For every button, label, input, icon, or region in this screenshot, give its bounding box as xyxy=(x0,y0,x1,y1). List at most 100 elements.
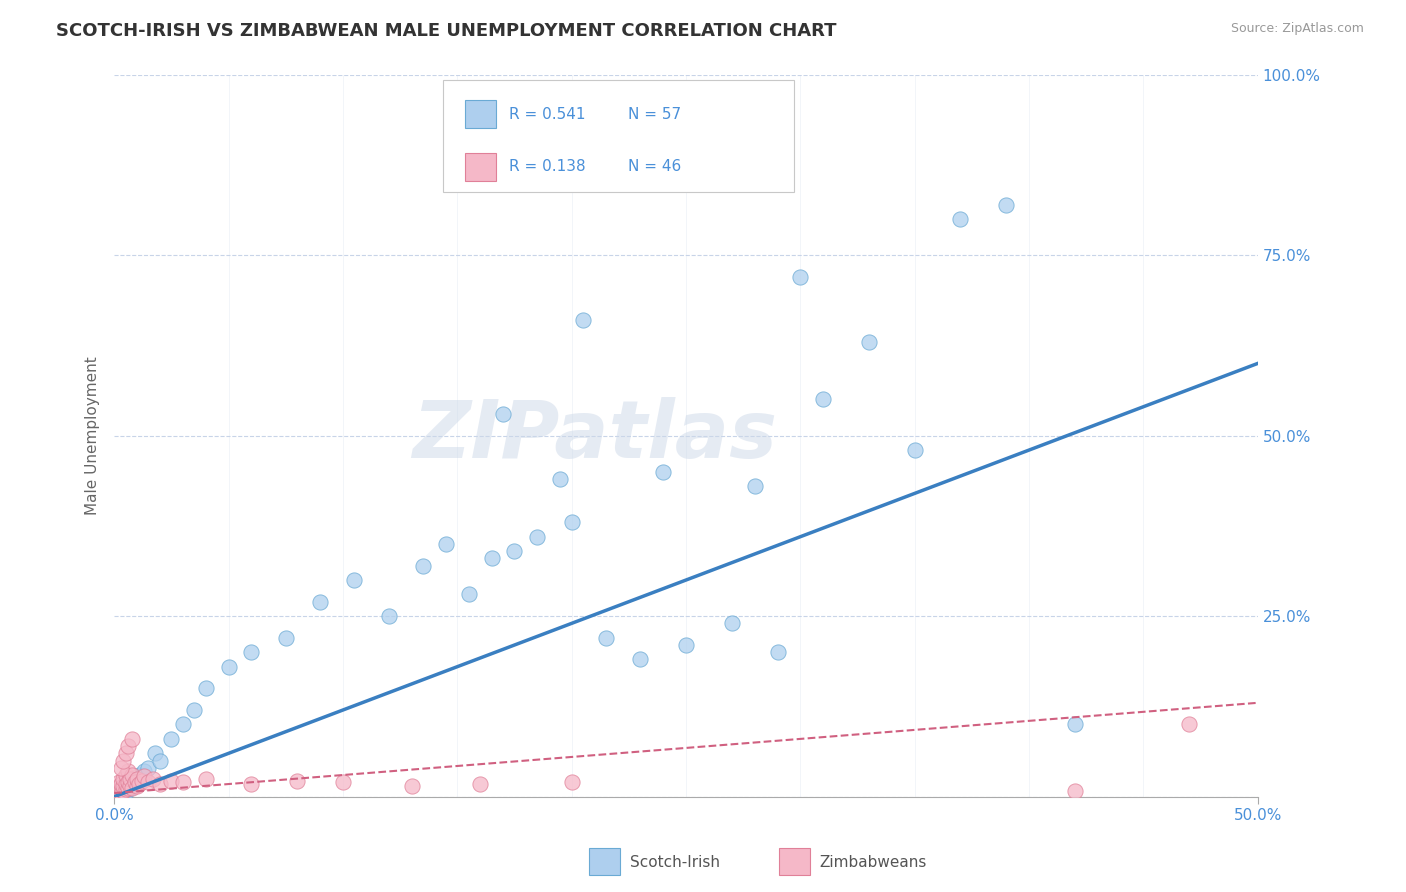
Text: SCOTCH-IRISH VS ZIMBABWEAN MALE UNEMPLOYMENT CORRELATION CHART: SCOTCH-IRISH VS ZIMBABWEAN MALE UNEMPLOY… xyxy=(56,22,837,40)
Point xyxy=(274,631,297,645)
Point xyxy=(1178,717,1201,731)
Point xyxy=(470,777,492,791)
Point xyxy=(117,775,139,789)
Text: Scotch-Irish: Scotch-Irish xyxy=(630,855,720,870)
Point xyxy=(149,777,172,791)
Point xyxy=(121,731,143,746)
Point xyxy=(1063,717,1085,731)
Point xyxy=(125,772,148,786)
Point xyxy=(112,779,135,793)
Point xyxy=(160,731,183,746)
Point xyxy=(121,779,143,793)
Point xyxy=(183,703,205,717)
Point xyxy=(107,784,129,798)
Point xyxy=(114,784,136,798)
Point xyxy=(132,764,155,779)
Point xyxy=(285,773,308,788)
Point xyxy=(114,777,136,791)
Point xyxy=(128,768,150,782)
Point xyxy=(110,780,132,795)
Point xyxy=(548,472,571,486)
Point xyxy=(112,772,135,786)
Point xyxy=(149,754,172,768)
Point xyxy=(492,407,515,421)
Point xyxy=(120,780,142,795)
Point xyxy=(720,616,742,631)
Text: R = 0.541: R = 0.541 xyxy=(509,107,585,121)
Point xyxy=(131,769,153,783)
Point xyxy=(434,537,457,551)
Point xyxy=(343,573,366,587)
Point xyxy=(131,773,153,788)
Point xyxy=(194,772,217,786)
Point xyxy=(125,779,148,793)
Point xyxy=(172,717,194,731)
Point xyxy=(112,784,135,798)
Point xyxy=(128,777,150,791)
Point xyxy=(766,645,789,659)
Point xyxy=(121,773,143,788)
Point xyxy=(561,515,583,529)
Point xyxy=(194,681,217,696)
Point xyxy=(117,775,139,789)
Point xyxy=(124,775,146,789)
Point xyxy=(675,638,697,652)
Point xyxy=(142,772,165,786)
Point xyxy=(110,780,132,795)
Point xyxy=(112,784,135,798)
Point xyxy=(595,631,617,645)
Point xyxy=(401,779,423,793)
Point xyxy=(114,782,136,797)
Point xyxy=(110,786,132,800)
Point xyxy=(160,773,183,788)
Point xyxy=(172,775,194,789)
Point xyxy=(457,587,479,601)
Point xyxy=(561,775,583,789)
Point xyxy=(240,777,263,791)
Point xyxy=(412,558,434,573)
Point xyxy=(138,775,160,789)
Point xyxy=(1063,784,1085,798)
Point xyxy=(813,392,835,407)
Point xyxy=(112,754,135,768)
Point xyxy=(107,779,129,793)
Point xyxy=(332,775,354,789)
Point xyxy=(114,747,136,761)
Point xyxy=(117,782,139,797)
Text: Source: ZipAtlas.com: Source: ZipAtlas.com xyxy=(1230,22,1364,36)
Point xyxy=(789,269,811,284)
Text: Zimbabweans: Zimbabweans xyxy=(820,855,927,870)
Point xyxy=(132,769,155,783)
Y-axis label: Male Unemployment: Male Unemployment xyxy=(86,356,100,515)
Point xyxy=(125,772,148,786)
Point xyxy=(138,761,160,775)
Point xyxy=(218,659,240,673)
Point xyxy=(117,780,139,795)
Point xyxy=(107,784,129,798)
Point xyxy=(121,768,143,782)
Point xyxy=(110,761,132,775)
Point xyxy=(377,609,399,624)
Point xyxy=(124,777,146,791)
Point xyxy=(652,465,675,479)
Point xyxy=(628,652,651,666)
Point xyxy=(481,551,503,566)
Point xyxy=(309,595,332,609)
Text: R = 0.138: R = 0.138 xyxy=(509,160,585,174)
Text: N = 57: N = 57 xyxy=(628,107,682,121)
Point xyxy=(904,443,927,458)
Text: N = 46: N = 46 xyxy=(628,160,682,174)
Point xyxy=(744,479,766,493)
Point xyxy=(240,645,263,659)
Point xyxy=(110,786,132,800)
Point xyxy=(120,779,142,793)
Point xyxy=(105,786,128,800)
Point xyxy=(114,768,136,782)
Point xyxy=(105,782,128,797)
Point xyxy=(112,779,135,793)
Point xyxy=(120,772,142,786)
Point xyxy=(526,530,548,544)
Point xyxy=(572,313,595,327)
Point xyxy=(503,544,526,558)
Point xyxy=(121,780,143,795)
